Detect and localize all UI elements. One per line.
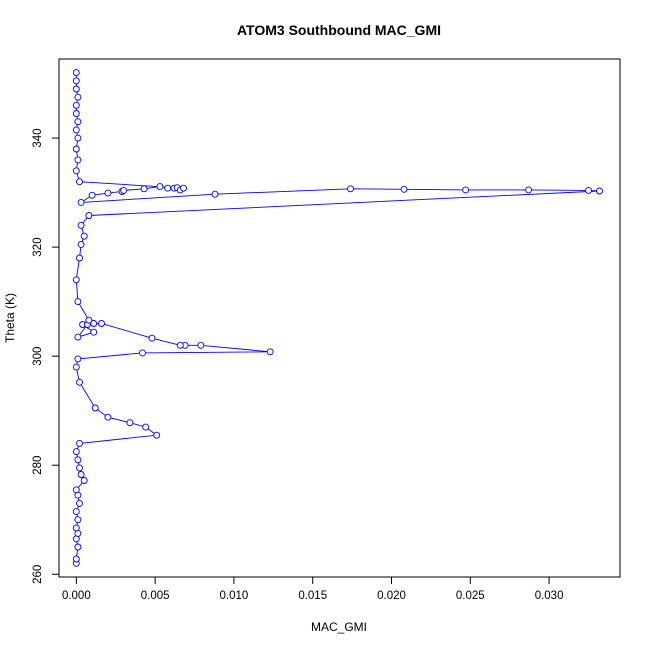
data-point xyxy=(153,431,161,439)
data-point xyxy=(74,333,82,341)
x-tick-label: 0.010 xyxy=(220,590,249,602)
data-point xyxy=(80,232,88,240)
data-point xyxy=(85,316,93,324)
data-point xyxy=(76,499,83,507)
data-point xyxy=(400,185,408,193)
data-series xyxy=(72,69,603,567)
data-point xyxy=(462,186,470,194)
data-point xyxy=(74,516,82,524)
y-axis-label: Theta (K) xyxy=(3,293,17,343)
y-axis: 260 280 300 320 340 xyxy=(32,128,60,584)
data-point xyxy=(585,186,592,194)
data-point xyxy=(176,341,184,349)
data-point xyxy=(74,456,82,464)
data-point xyxy=(74,355,82,363)
data-point xyxy=(77,240,85,248)
data-point xyxy=(90,320,98,327)
data-point xyxy=(74,118,82,126)
data-point xyxy=(139,349,146,357)
y-tick-label: 300 xyxy=(32,347,44,366)
data-point xyxy=(104,189,112,197)
data-point xyxy=(164,184,172,192)
data-point xyxy=(76,178,83,186)
data-point xyxy=(74,543,82,551)
data-point xyxy=(76,464,83,472)
data-point xyxy=(72,77,80,85)
data-point xyxy=(72,101,80,109)
data-point xyxy=(90,328,98,336)
data-point xyxy=(347,185,354,193)
y-tick-label: 340 xyxy=(32,128,44,147)
data-point xyxy=(140,185,148,193)
plot-frame xyxy=(58,58,621,578)
data-point xyxy=(180,184,187,192)
data-point xyxy=(72,276,80,284)
x-tick-label: 0.015 xyxy=(298,590,327,602)
data-point xyxy=(76,378,83,386)
data-point xyxy=(142,423,150,431)
data-point xyxy=(596,187,603,195)
data-point xyxy=(72,167,80,175)
data-point xyxy=(211,190,219,198)
x-axis: 0.000 0.005 0.010 0.015 0.020 0.025 0.030 xyxy=(62,576,564,602)
data-point xyxy=(266,348,274,356)
data-point xyxy=(72,508,80,516)
data-point xyxy=(76,254,83,262)
data-point xyxy=(72,69,80,77)
data-point xyxy=(77,221,85,229)
data-point xyxy=(76,439,83,447)
x-tick-label: 0.025 xyxy=(456,590,485,602)
data-point xyxy=(197,341,205,349)
data-point xyxy=(72,555,80,563)
y-tick-label: 260 xyxy=(32,565,44,584)
data-point xyxy=(77,471,85,478)
data-point xyxy=(72,85,80,93)
x-tick-label: 0.030 xyxy=(535,590,564,602)
x-tick-label: 0.005 xyxy=(141,590,170,602)
data-point xyxy=(74,93,82,101)
data-point xyxy=(148,334,156,342)
data-point xyxy=(72,524,80,532)
data-point xyxy=(85,212,93,219)
data-point xyxy=(72,486,80,494)
data-point xyxy=(104,413,112,421)
data-point xyxy=(98,320,105,327)
data-point xyxy=(74,298,82,306)
data-point xyxy=(72,363,80,371)
data-point xyxy=(80,477,88,484)
data-point xyxy=(72,448,80,456)
data-point xyxy=(77,198,85,206)
series-line xyxy=(75,72,600,564)
data-point xyxy=(91,404,99,412)
y-tick-label: 280 xyxy=(32,456,44,475)
data-point xyxy=(72,126,80,134)
data-point xyxy=(156,183,164,191)
x-axis-label: MAC_GMI xyxy=(311,620,367,634)
data-point xyxy=(74,156,82,164)
data-point xyxy=(126,419,134,427)
data-point xyxy=(74,134,82,142)
data-point xyxy=(72,110,80,117)
data-point xyxy=(72,145,80,153)
data-point xyxy=(525,186,533,194)
x-tick-label: 0.000 xyxy=(62,590,91,602)
data-point xyxy=(120,186,128,194)
x-tick-label: 0.020 xyxy=(377,590,406,602)
chart-title: ATOM3 Southbound MAC_GMI xyxy=(237,22,441,38)
data-point xyxy=(88,191,96,199)
y-tick-label: 320 xyxy=(32,238,44,257)
